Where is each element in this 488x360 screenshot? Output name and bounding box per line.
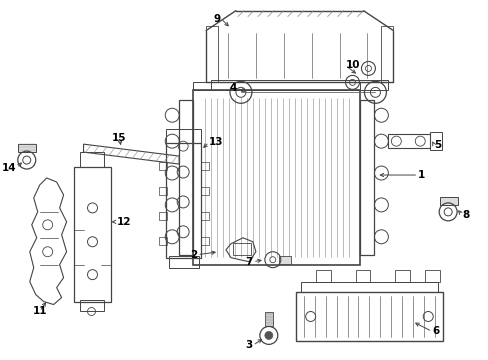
Bar [425,270,439,282]
Text: 12: 12 [116,217,131,227]
Text: 5: 5 [433,140,441,150]
Bar [360,100,374,255]
Bar [169,256,199,268]
Bar [295,292,442,341]
Bar [159,162,167,170]
Text: 13: 13 [209,137,223,147]
Bar [201,162,209,170]
Bar [355,270,370,282]
Bar [179,100,193,255]
Circle shape [264,332,272,339]
Bar [193,82,360,90]
Text: 15: 15 [112,133,126,143]
Bar [429,132,441,150]
Bar [278,256,290,264]
Bar [201,212,209,220]
Text: 10: 10 [345,60,359,71]
Text: 14: 14 [2,163,17,173]
Bar [159,187,167,195]
Bar [80,152,104,167]
Text: 8: 8 [461,210,468,220]
Bar [80,300,104,311]
Bar [159,237,167,245]
Text: 3: 3 [245,340,252,350]
Bar [73,167,111,302]
Bar [394,270,409,282]
Bar [193,90,360,265]
Text: 11: 11 [32,306,47,316]
Bar [381,26,392,82]
Text: 2: 2 [189,250,197,260]
Bar [300,282,437,292]
Text: 6: 6 [431,327,439,337]
Bar [264,312,272,327]
Text: 4: 4 [229,84,237,93]
Bar [166,143,201,258]
Bar [232,243,250,255]
Bar [201,237,209,245]
Bar [211,80,387,90]
Text: 1: 1 [417,170,425,180]
Bar [439,197,457,205]
Text: 7: 7 [245,257,252,267]
Bar [387,134,429,148]
Text: 9: 9 [213,14,221,24]
Bar [201,187,209,195]
Bar [18,144,36,152]
Bar [315,270,330,282]
Bar [166,129,201,143]
Bar [159,212,167,220]
Bar [205,26,218,82]
